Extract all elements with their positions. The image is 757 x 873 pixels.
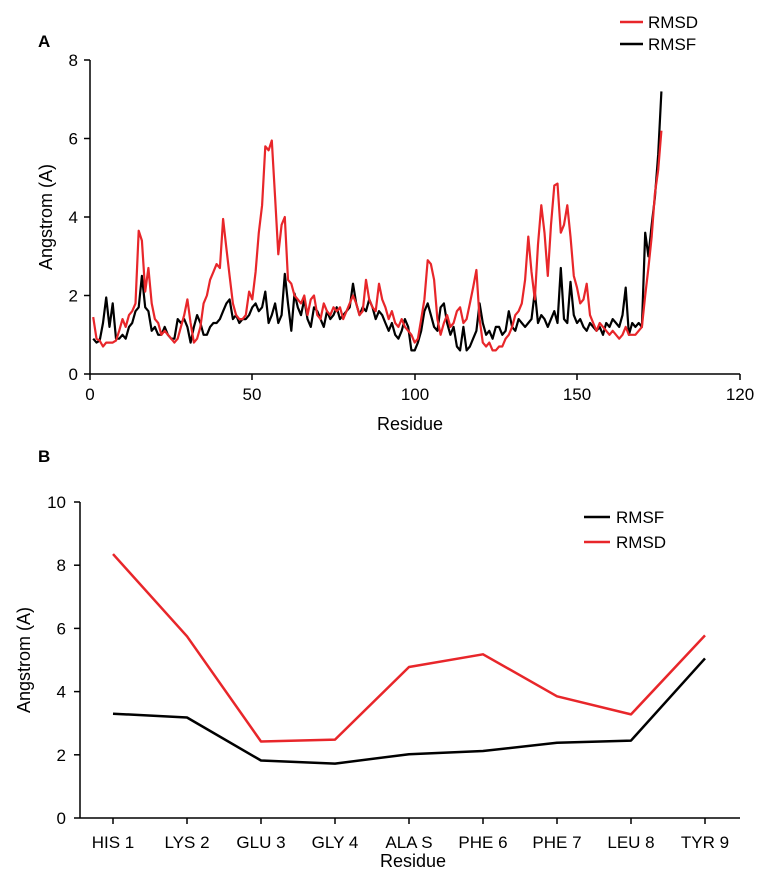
panel-b-letter: B (38, 447, 50, 466)
panel-a-x-tick-label: 120 (726, 385, 754, 404)
panel-b-y-axis-title: Angstrom (A) (14, 607, 34, 713)
panel-a-x-tick-label: 0 (85, 385, 94, 404)
panel-a-x-axis-title: Residue (377, 414, 443, 434)
panel-a-series-rmsf (92, 91, 663, 352)
panel-b-x-tick-label: PHE 6 (458, 833, 507, 852)
panel-b-x-tick-label: LEU 8 (607, 833, 654, 852)
panel-b-y-tick-label: 8 (57, 556, 66, 575)
panel-b-x-tick-label: GLU 3 (236, 833, 285, 852)
panel-b-x-tick-label: LYS 2 (164, 833, 209, 852)
panel-a-y-tick-label: 8 (69, 51, 78, 70)
panel-b-x-tick-label: PHE 7 (532, 833, 581, 852)
panel-b-plot: 0 2 4 6 8 10 HIS 1 LYS 2 GLU 3 GLY 4 ALA S PHE 6 PHE… (14, 493, 740, 871)
panel-a-y-tick-label: 2 (69, 287, 78, 306)
panel-a-legend-label: RMSD (648, 13, 698, 32)
panel-a-plot: 0 2 4 6 8 0 50 100 150 120 Residue Angstrom (A) RMSD… (36, 13, 754, 434)
panel-a-legend-label: RMSF (648, 35, 696, 54)
panel-b-x-tick-label: HIS 1 (92, 833, 135, 852)
panel-a-x-tick-label: 100 (401, 385, 429, 404)
panel-b-legend: RMSF RMSD (584, 508, 666, 552)
panel-b-y-tick-label: 0 (57, 809, 66, 828)
panel-b-x-tick-label: GLY 4 (312, 833, 359, 852)
panel-b-x-axis-title: Residue (380, 851, 446, 871)
panel-a-x-tick-label: 150 (563, 385, 591, 404)
panel-b-y-tick-label: 6 (57, 619, 66, 638)
panel-a-y-axis-title: Angstrom (A) (36, 164, 56, 270)
panel-b-y-tick-label: 2 (57, 746, 66, 765)
panel-a-x-tick-label: 50 (243, 385, 262, 404)
panel-b-legend-label: RMSD (616, 533, 666, 552)
panel-a-letter: A (38, 32, 50, 51)
panel-b-y-tick-label: 4 (57, 683, 66, 702)
panel-b-legend-label: RMSF (616, 508, 664, 527)
panel-b-series-rmsd (112, 553, 706, 743)
panel-b-x-tick-label: TYR 9 (681, 833, 729, 852)
panel-a-series-rmsd (92, 130, 663, 352)
panel-b-y-tick-label: 10 (47, 493, 66, 512)
panel-b-x-tick-label: ALA S (385, 833, 432, 852)
panel-a-y-tick-label: 4 (69, 208, 78, 227)
panel-b-series-rmsf (112, 657, 706, 765)
panel-a-y-tick-label: 6 (69, 130, 78, 149)
panel-a-y-tick-label: 0 (69, 365, 78, 384)
panel-a-chart: A B (38, 32, 50, 466)
panel-a-legend: RMSD RMSF (620, 13, 698, 54)
